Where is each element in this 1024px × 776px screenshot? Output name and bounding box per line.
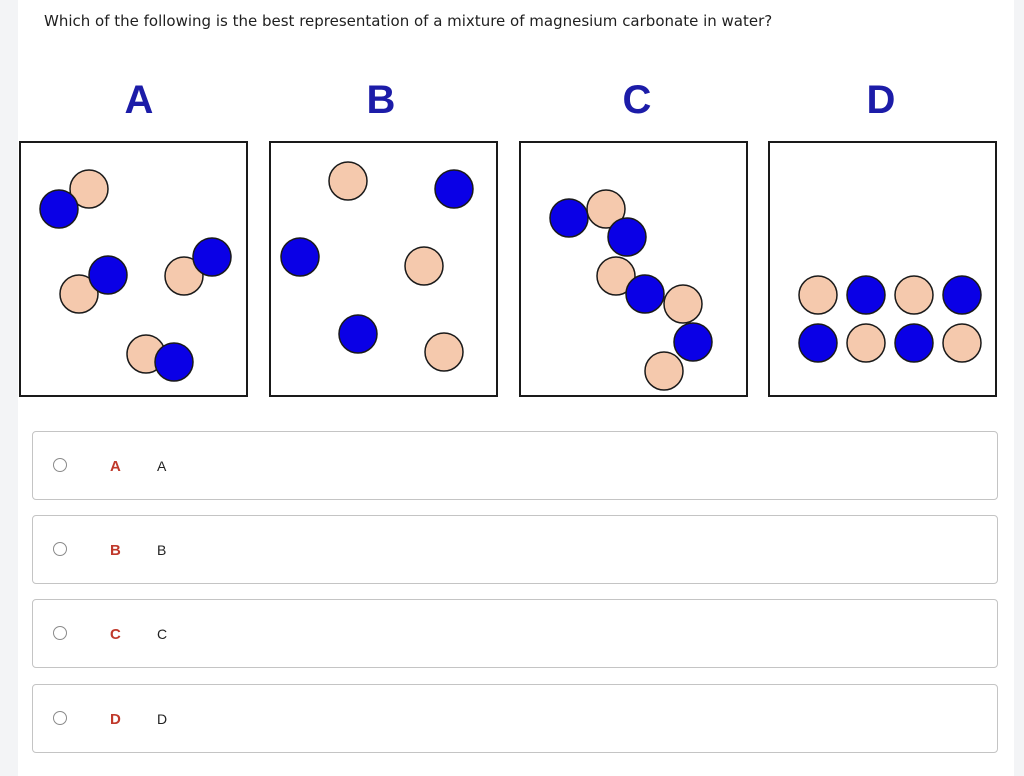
blue-ion bbox=[846, 275, 886, 315]
option-c[interactable]: C C bbox=[32, 599, 998, 668]
peach-ion bbox=[596, 256, 636, 296]
blue-ion bbox=[280, 237, 320, 277]
peach-ion bbox=[59, 274, 99, 314]
radio-button[interactable] bbox=[53, 626, 67, 640]
panel-c bbox=[519, 141, 748, 397]
question-text: Which of the following is the best repre… bbox=[44, 12, 773, 30]
option-d[interactable]: D D bbox=[32, 684, 998, 753]
panel-label-c: C bbox=[622, 78, 652, 122]
option-letter: D bbox=[110, 711, 121, 728]
panel-d-diagram bbox=[798, 275, 982, 363]
radio-button[interactable] bbox=[53, 542, 67, 556]
option-letter: A bbox=[110, 458, 121, 475]
peach-ion bbox=[328, 161, 368, 201]
option-letter: C bbox=[110, 626, 121, 643]
panel-label-a: A bbox=[124, 78, 154, 122]
panel-label-b: B bbox=[366, 78, 396, 122]
panel-c-diagram bbox=[549, 189, 713, 391]
blue-ion bbox=[154, 342, 194, 382]
option-text: C bbox=[157, 626, 168, 642]
blue-ion bbox=[39, 189, 79, 229]
peach-ion bbox=[798, 275, 838, 315]
blue-ion bbox=[338, 314, 378, 354]
blue-ion bbox=[549, 198, 589, 238]
blue-ion bbox=[894, 323, 934, 363]
blue-ion bbox=[625, 274, 665, 314]
blue-ion bbox=[798, 323, 838, 363]
option-b[interactable]: B B bbox=[32, 515, 998, 584]
peach-ion bbox=[663, 284, 703, 324]
panel-b-diagram bbox=[280, 161, 474, 372]
peach-ion bbox=[894, 275, 934, 315]
blue-ion bbox=[673, 322, 713, 362]
peach-ion bbox=[404, 246, 444, 286]
peach-ion bbox=[846, 323, 886, 363]
option-text: A bbox=[157, 458, 167, 474]
option-text: B bbox=[157, 542, 167, 558]
peach-ion bbox=[424, 332, 464, 372]
option-letter: B bbox=[110, 542, 121, 559]
radio-button[interactable] bbox=[53, 458, 67, 472]
panel-a bbox=[19, 141, 248, 397]
peach-ion bbox=[644, 351, 684, 391]
blue-ion bbox=[942, 275, 982, 315]
option-a[interactable]: A A bbox=[32, 431, 998, 500]
peach-ion bbox=[942, 323, 982, 363]
peach-ion bbox=[586, 189, 626, 229]
panel-d bbox=[768, 141, 997, 397]
panel-b bbox=[269, 141, 498, 397]
blue-ion bbox=[434, 169, 474, 209]
option-text: D bbox=[157, 711, 168, 727]
question-card: Which of the following is the best repre… bbox=[18, 0, 1014, 776]
peach-ion bbox=[69, 169, 109, 209]
panel-a-diagram bbox=[39, 169, 232, 382]
blue-ion bbox=[88, 255, 128, 295]
panel-label-d: D bbox=[866, 78, 896, 122]
peach-ion bbox=[164, 256, 204, 296]
radio-button[interactable] bbox=[53, 711, 67, 725]
blue-ion bbox=[607, 217, 647, 257]
blue-ion bbox=[192, 237, 232, 277]
